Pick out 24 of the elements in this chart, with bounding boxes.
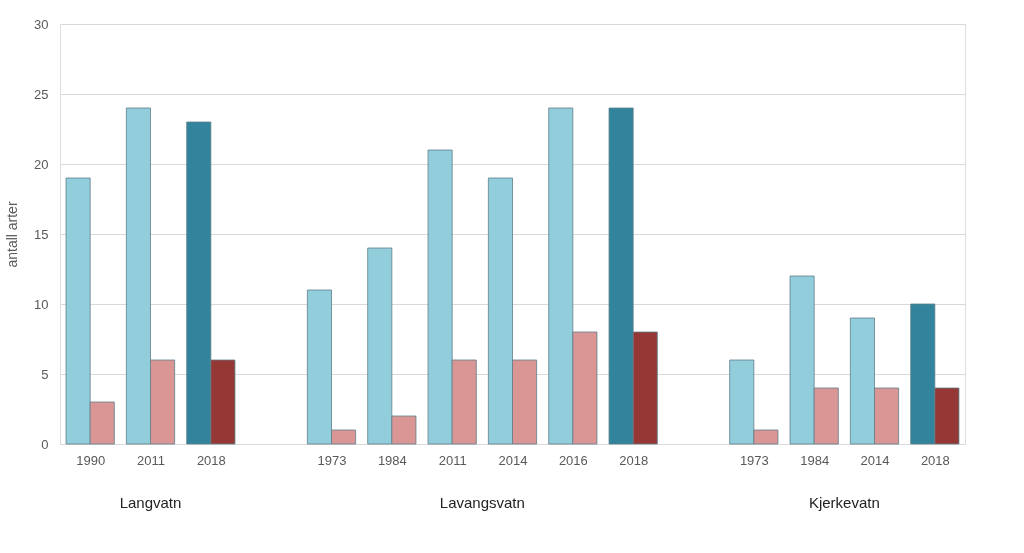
y-tick-label: 30 <box>34 16 49 32</box>
x-tick-label: 1990 <box>76 452 106 468</box>
x-tick-label: 2014 <box>498 452 528 468</box>
y-tick-label: 25 <box>34 86 49 102</box>
y-tick-label: 0 <box>41 436 49 452</box>
text: Kjerkevatn <box>808 494 880 511</box>
x-tick-label: 2011 <box>438 452 467 468</box>
y-tick-label: 20 <box>34 156 49 172</box>
x-tick-label: 1984 <box>377 452 407 468</box>
x-tick-label: 2018 <box>920 452 950 468</box>
y-tick-label: 5 <box>41 366 49 382</box>
text: Lavangsvatn <box>439 494 525 511</box>
x-tick-label: 2016 <box>558 452 588 468</box>
x-tick-label: 1984 <box>800 452 830 468</box>
x-tick-label: 2018 <box>196 452 226 468</box>
x-tick-label: 1973 <box>739 452 769 468</box>
y-tick-label: 10 <box>34 296 49 312</box>
y-axis-title: antall arter <box>4 201 21 268</box>
y-tick-label: 15 <box>34 226 49 242</box>
text: Langvatn <box>119 494 182 511</box>
x-tick-label: 2014 <box>860 452 890 468</box>
x-tick-label: 2018 <box>619 452 649 468</box>
x-tick-label: 2011 <box>137 452 165 468</box>
x-tick-label: 1973 <box>317 452 347 468</box>
